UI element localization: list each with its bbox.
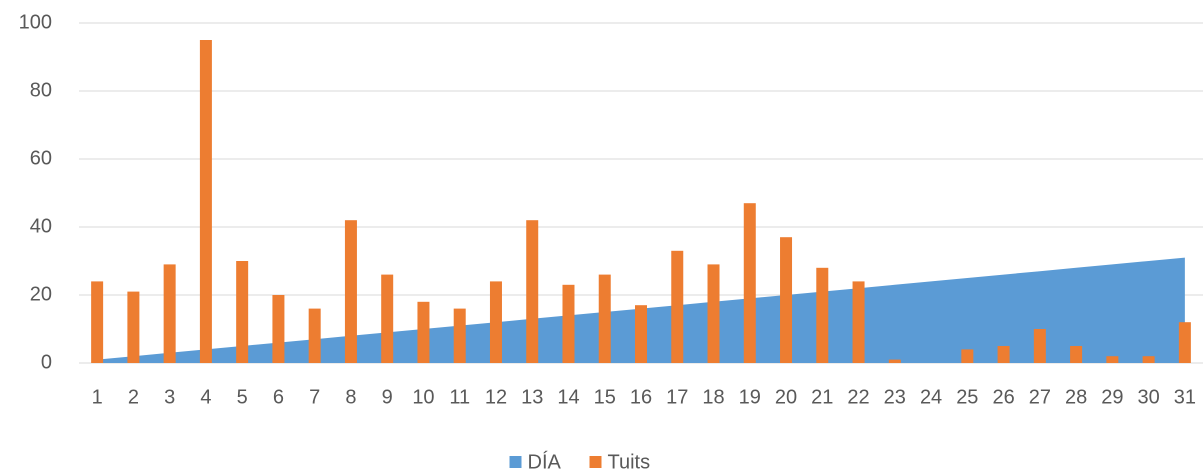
- x-tick-label: 27: [1029, 386, 1051, 408]
- bar: [816, 267, 829, 363]
- x-tick-label: 4: [200, 386, 211, 408]
- y-tick-label: 80: [30, 79, 52, 101]
- y-tick-label: 0: [41, 351, 52, 373]
- bar: [562, 284, 575, 363]
- legend-swatch: [589, 456, 602, 468]
- x-tick-label: 10: [412, 386, 434, 408]
- legend-label: DÍA: [528, 450, 562, 473]
- x-tick-label: 6: [273, 386, 284, 408]
- bar: [888, 359, 901, 363]
- bar: [1178, 322, 1191, 363]
- x-tick-label: 2: [128, 386, 139, 408]
- bar: [308, 308, 321, 363]
- x-tick-label: 25: [956, 386, 978, 408]
- x-tick-label: 7: [309, 386, 320, 408]
- x-tick-label: 8: [345, 386, 356, 408]
- x-tick-label: 19: [739, 386, 761, 408]
- bar: [236, 261, 249, 363]
- bar: [344, 220, 357, 363]
- y-tick-label: 100: [19, 11, 52, 33]
- x-tick-label: 13: [521, 386, 543, 408]
- bar: [489, 281, 502, 363]
- bar: [997, 346, 1010, 363]
- bar: [526, 220, 539, 363]
- x-tick-label: 30: [1137, 386, 1159, 408]
- bar: [1070, 346, 1083, 363]
- bar: [1033, 329, 1046, 363]
- bar: [707, 264, 720, 363]
- bar: [1142, 356, 1155, 363]
- x-tick-label: 14: [557, 386, 579, 408]
- bar: [91, 281, 104, 363]
- x-tick-label: 28: [1065, 386, 1087, 408]
- x-tick-label: 15: [594, 386, 616, 408]
- bar: [598, 274, 611, 363]
- bar: [127, 291, 140, 363]
- bar: [780, 237, 793, 363]
- x-tick-label: 22: [847, 386, 869, 408]
- bar: [417, 301, 430, 363]
- x-tick-label: 1: [92, 386, 103, 408]
- x-tick-label: 23: [884, 386, 906, 408]
- x-tick-label: 12: [485, 386, 507, 408]
- y-tick-label: 60: [30, 147, 52, 169]
- x-tick-label: 26: [992, 386, 1014, 408]
- bar: [163, 264, 176, 363]
- x-tick-label: 3: [164, 386, 175, 408]
- legend-swatch: [509, 456, 522, 468]
- x-tick-label: 5: [237, 386, 248, 408]
- bar: [1106, 356, 1119, 363]
- bar: [635, 305, 647, 363]
- bar: [272, 295, 285, 363]
- x-tick-label: 24: [920, 386, 942, 408]
- bar: [671, 250, 684, 363]
- x-tick-label: 29: [1101, 386, 1123, 408]
- y-tick-label: 40: [30, 215, 52, 237]
- legend-label: Tuits: [608, 451, 651, 473]
- x-tick-label: 17: [666, 386, 688, 408]
- bar: [961, 349, 974, 363]
- x-tick-label: 20: [775, 386, 797, 408]
- bar: [199, 40, 212, 363]
- bar: [381, 274, 394, 363]
- bar: [852, 281, 865, 363]
- x-tick-label: 11: [449, 386, 470, 408]
- x-tick-label: 9: [382, 386, 393, 408]
- x-tick-label: 21: [811, 386, 833, 408]
- bar: [453, 308, 466, 363]
- y-tick-label: 20: [30, 283, 52, 305]
- x-tick-label: 16: [630, 386, 652, 408]
- bar: [743, 203, 756, 363]
- x-tick-label: 18: [702, 386, 724, 408]
- x-tick-label: 31: [1174, 386, 1196, 408]
